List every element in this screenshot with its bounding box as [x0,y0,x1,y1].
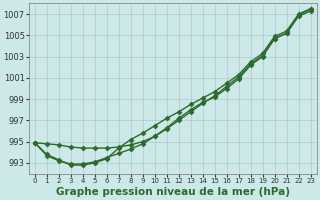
X-axis label: Graphe pression niveau de la mer (hPa): Graphe pression niveau de la mer (hPa) [56,187,290,197]
